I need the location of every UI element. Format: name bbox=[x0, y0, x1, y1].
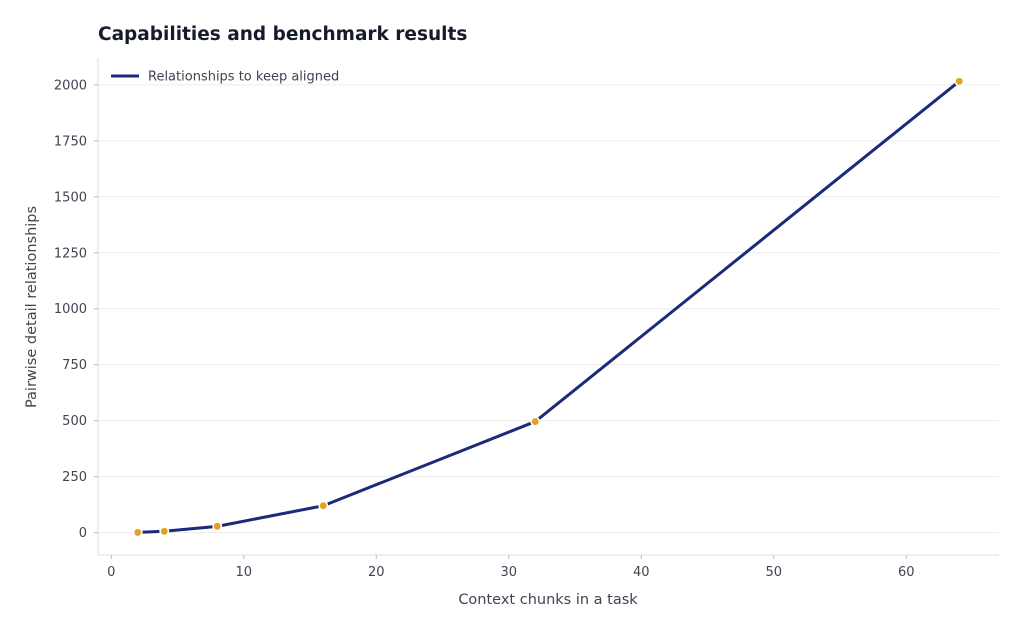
x-tick-label-4: 40 bbox=[633, 565, 650, 580]
x-tick-label-6: 60 bbox=[898, 565, 915, 580]
legend-label: Relationships to keep aligned bbox=[148, 70, 339, 85]
y-tick-label-0: 0 bbox=[79, 526, 87, 541]
x-axis-ticks: 0 10 20 30 40 50 60 bbox=[107, 555, 915, 580]
data-point-0-3 bbox=[318, 500, 329, 511]
y-tick-label-5: 1250 bbox=[54, 246, 87, 261]
data-point-0-4 bbox=[530, 416, 541, 427]
gridlines bbox=[98, 84, 999, 534]
y-tick-label-8: 2000 bbox=[54, 78, 87, 93]
y-tick-label-1: 250 bbox=[62, 470, 87, 485]
axes bbox=[97, 58, 999, 556]
y-tick-label-6: 1500 bbox=[54, 190, 87, 205]
y-axis-ticks: 0 250 500 750 1000 1250 1500 1750 2000 bbox=[54, 78, 98, 541]
x-tick-label-2: 20 bbox=[368, 565, 385, 580]
data-point-0-1 bbox=[159, 526, 170, 537]
series bbox=[132, 76, 965, 538]
y-tick-label-7: 1750 bbox=[54, 134, 87, 149]
x-tick-label-5: 50 bbox=[765, 565, 782, 580]
x-tick-label-1: 10 bbox=[235, 565, 252, 580]
chart-title: Capabilities and benchmark results bbox=[98, 24, 467, 45]
y-axis-title: Pairwise detail relationships bbox=[24, 206, 40, 408]
data-point-0-2 bbox=[212, 521, 223, 532]
y-tick-label-3: 750 bbox=[62, 358, 87, 373]
y-tick-label-4: 1000 bbox=[54, 302, 87, 317]
y-tick-label-2: 500 bbox=[62, 414, 87, 429]
data-point-0-0 bbox=[132, 527, 143, 538]
x-axis-title: Context chunks in a task bbox=[458, 592, 638, 608]
data-point-0-5 bbox=[954, 76, 965, 87]
x-tick-label-3: 30 bbox=[500, 565, 517, 580]
legend: Relationships to keep aligned bbox=[111, 70, 339, 85]
x-tick-label-0: 0 bbox=[107, 565, 115, 580]
series-line-0 bbox=[136, 79, 961, 534]
